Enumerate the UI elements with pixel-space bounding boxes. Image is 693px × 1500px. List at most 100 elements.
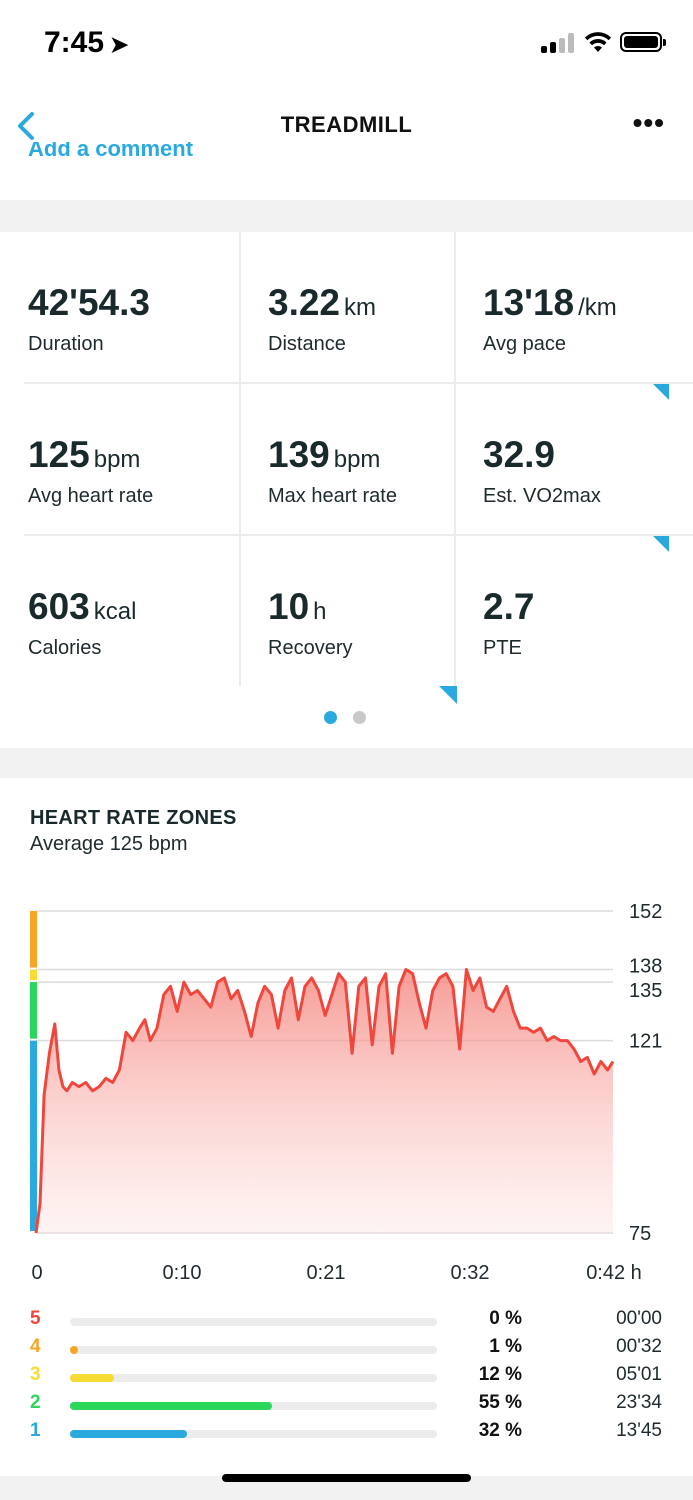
stat-unit: bpm [93,446,141,473]
stat-label: Distance [268,333,346,355]
zone-bar-fill [70,1346,78,1354]
stat-avg-pace[interactable]: 13'18/km Avg pace [455,232,685,384]
page-title: TREADMILL [280,112,413,137]
heart-rate-area [36,969,613,1233]
stat-value: 32.9 [483,434,555,476]
stat-number: 3.22 [268,282,341,323]
x-tick-label: 0:42 h [586,1262,642,1284]
zone-bar-track [70,1402,437,1410]
zone-percent: 1 % [489,1336,522,1357]
zone-row-5: 5 0 % 00'00 [0,1308,693,1336]
stat-unit: /km [578,294,617,321]
zone-row-4: 4 1 % 00'32 [0,1336,693,1364]
stat-number: 42'54.3 [28,282,150,323]
stat-number: 2.7 [483,586,535,627]
stat-unit: h [313,598,327,625]
stat-duration: 42'54.3 Duration [0,232,230,384]
stat-label: Avg heart rate [28,485,154,507]
stat-value: 125 bpm [28,434,140,476]
stat-number: 603 [28,586,90,627]
stat-distance: 3.22 km Distance [240,232,470,384]
y-tick-label: 152 [629,901,662,923]
battery-icon [620,32,666,52]
cellular-signal-icon [541,33,577,53]
wifi-icon [585,32,611,52]
zone-time: 05'01 [616,1364,662,1385]
workout-stats-card: 42'54.3 Duration 3.22 km Distance 13'18/km Avg… [0,232,693,748]
stat-value: 603 kcal [28,586,136,628]
y-tick-label: 138 [629,956,662,978]
stat-pte: 2.7 PTE [455,536,685,688]
zone-time: 23'34 [616,1392,662,1413]
home-indicator [222,1474,471,1482]
clock: 7:45 ➤ [44,26,128,60]
zone-number: 5 [30,1308,41,1329]
grid-divider [454,232,456,686]
back-chevron-icon[interactable] [12,106,42,146]
stat-est-vo2max[interactable]: 32.9 Est. VO2max [455,384,685,536]
x-tick-label: 0:32 [451,1262,490,1284]
grid-divider [24,382,693,384]
stat-value: 139 bpm [268,434,380,476]
zone-number: 1 [30,1420,41,1441]
stat-value: 3.22 km [268,282,376,324]
page-indicator[interactable] [324,711,382,729]
zone-row-2: 2 55 % 23'34 [0,1392,693,1420]
average-heart-rate: Average 125 bpm [30,833,188,855]
stat-number: 32.9 [483,434,556,475]
y-tick-label: 121 [629,1031,662,1053]
grid-divider [239,232,241,686]
stat-label: Calories [28,637,102,659]
x-tick-label: 0:21 [307,1262,346,1284]
y-tick-label: 135 [629,980,662,1002]
zone-band-2 [30,982,37,1039]
stat-label: Duration [28,333,104,355]
stat-label: Recovery [268,637,353,659]
add-comment-link[interactable]: Add a comment [28,142,193,168]
stat-value: 2.7 [483,586,534,628]
stat-value: 13'18/km [483,282,617,324]
page-dot-active[interactable] [324,711,337,724]
stat-number: 139 [268,434,330,475]
zone-percent: 32 % [478,1420,522,1441]
y-tick-label: 75 [629,1223,651,1245]
navigation-bar: TREADMILL ••• Add a comment [0,90,693,200]
x-tick-label: 0:10 [163,1262,202,1284]
stat-value: 42'54.3 [28,282,150,324]
more-options-icon[interactable]: ••• [632,107,665,138]
stat-unit: kcal [93,598,137,625]
x-tick-label: 0 [31,1262,42,1284]
stat-unit: bpm [333,446,381,473]
stat-number: 125 [28,434,90,475]
stat-number: 10 [268,586,310,627]
zone-bar-track [70,1374,437,1382]
add-comment-label: Add a comment [28,142,194,161]
heart-rate-zones-card: HEART RATE ZONES Average 125 bpm 152 138 1… [0,778,693,1476]
section-title: HEART RATE ZONES [30,807,237,829]
zone-row-3: 3 12 % 05'01 [0,1364,693,1392]
zone-bar-fill [70,1430,188,1438]
zone-bar-track [70,1430,437,1438]
stat-label: Max heart rate [268,485,397,507]
stat-recovery[interactable]: 10 h Recovery [240,536,470,688]
zone-number: 2 [30,1392,41,1413]
status-bar: 7:45 ➤ [0,0,693,90]
zone-band-3 [30,969,37,981]
zone-percent: 0 % [489,1308,522,1329]
stat-number: 13'18 [483,282,575,323]
heart-rate-line [34,968,615,1234]
stat-avg-heart-rate: 125 bpm Avg heart rate [0,384,230,536]
stat-max-heart-rate: 139 bpm Max heart rate [240,384,470,536]
stat-label: PTE [483,637,522,659]
zone-bar-track [70,1318,437,1326]
page-dot[interactable] [353,711,366,724]
zone-bar-fill [70,1402,272,1410]
zone-band-1 [30,1040,37,1231]
info-corner-icon[interactable] [439,686,457,704]
stat-label: Avg pace [483,333,567,355]
stat-value: 10 h [268,586,327,628]
info-corner-icon[interactable] [651,534,669,552]
info-corner-icon[interactable] [651,382,669,400]
zone-bar-track [70,1346,437,1354]
